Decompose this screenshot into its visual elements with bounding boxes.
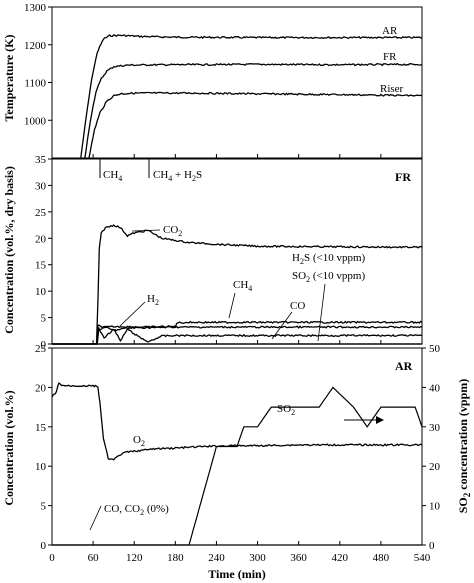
label-h2s: H2S (<10 vppm) (292, 252, 365, 266)
panel2-ylabel: Concentration (vol.%, dry basis) (2, 166, 16, 334)
y-tick-label: 20 (35, 233, 47, 245)
y2-tick-label: 50 (429, 343, 441, 355)
pointer-ch4 (228, 292, 236, 319)
x-tick-label: 540 (414, 552, 431, 564)
series-co2 (52, 224, 423, 345)
label-coco2: CO, CO2 (0%) (104, 503, 169, 517)
series-ar (80, 34, 423, 159)
y-tick-label: 0 (41, 339, 47, 351)
x-tick-label: 180 (167, 552, 184, 564)
y-tick-label: 5 (41, 313, 47, 325)
pointer-coco2 (89, 505, 102, 531)
label-so2-ar: SO2 (277, 403, 295, 417)
panel-label-ar: AR (395, 359, 413, 373)
label-o2: O2 (133, 434, 145, 448)
y2-tick-label: 30 (429, 422, 441, 434)
y-tick-label: 1100 (24, 78, 46, 90)
y-tick-label: 20 (35, 382, 47, 394)
series-o2 (51, 382, 423, 461)
x-tick-label: 420 (332, 552, 349, 564)
series-lines (51, 34, 423, 546)
panel1-frame (51, 6, 423, 159)
label-riser: Riser (380, 83, 404, 95)
y-tick-label: 15 (35, 422, 47, 434)
y-tick-label: 10 (35, 461, 47, 473)
panel3-ylabel: Concentration (vol.%) (2, 390, 16, 505)
x-tick-label: 300 (249, 552, 266, 564)
x-tick-label: 60 (88, 552, 100, 564)
series-ch4 (52, 320, 423, 345)
y-tick-label: 10 (35, 286, 47, 298)
y-tick-label: 30 (35, 180, 47, 192)
label-co: CO (290, 300, 305, 312)
series-fr (84, 62, 423, 159)
y2-tick-label: 10 (429, 501, 441, 513)
label-fr: FR (383, 51, 397, 63)
y-tick-label: 5 (41, 501, 47, 513)
axis-ticks: 1000110012001300051015202530350510152025… (24, 2, 441, 564)
y-tick-label: 35 (35, 154, 47, 166)
y-tick-label: 1200 (24, 40, 47, 52)
pointer-h2s-so2 (317, 283, 326, 342)
panel1-ylabel: Temperature (K) (2, 35, 16, 122)
pointer-co (271, 311, 293, 340)
label-ch4-line: CH4 (233, 279, 252, 293)
label-ch4-marker: CH4 (103, 169, 122, 183)
label-ar: AR (382, 25, 398, 37)
y-tick-label: 1300 (24, 2, 47, 14)
y-tick-label: 0 (41, 540, 47, 552)
series-h2 (52, 327, 423, 345)
panel3-y2label: SO2 concentration (vppm) (456, 379, 472, 514)
y2-tick-label: 40 (429, 382, 441, 394)
label-co2: CO2 (163, 224, 182, 238)
series-so2 (52, 386, 423, 546)
x-tick-label: 0 (49, 552, 55, 564)
y2-tick-label: 0 (429, 540, 435, 552)
panel-label-fr: FR (395, 170, 411, 184)
label-so2-fr: SO2 (<10 vppm) (292, 270, 365, 284)
series-riser (88, 91, 423, 159)
label-h2: H2 (147, 293, 159, 307)
y-tick-label: 1000 (24, 115, 47, 127)
x-tick-label: 360 (290, 552, 307, 564)
y2-tick-label: 20 (429, 461, 441, 473)
y-tick-label: 25 (35, 343, 47, 355)
y-tick-label: 25 (35, 207, 47, 219)
x-tick-label: 120 (126, 552, 143, 564)
y-tick-label: 15 (35, 260, 47, 272)
x-tick-label: 480 (373, 552, 390, 564)
arrow-head-so2 (376, 416, 384, 424)
panel2-frame (51, 158, 423, 345)
pointer-co2 (131, 229, 161, 232)
x-tick-label: 240 (208, 552, 225, 564)
label-ch4-h2s-marker: CH4 + H2S (153, 169, 202, 183)
x-axis-label: Time (min) (208, 567, 265, 581)
pointer-h2 (119, 301, 146, 327)
